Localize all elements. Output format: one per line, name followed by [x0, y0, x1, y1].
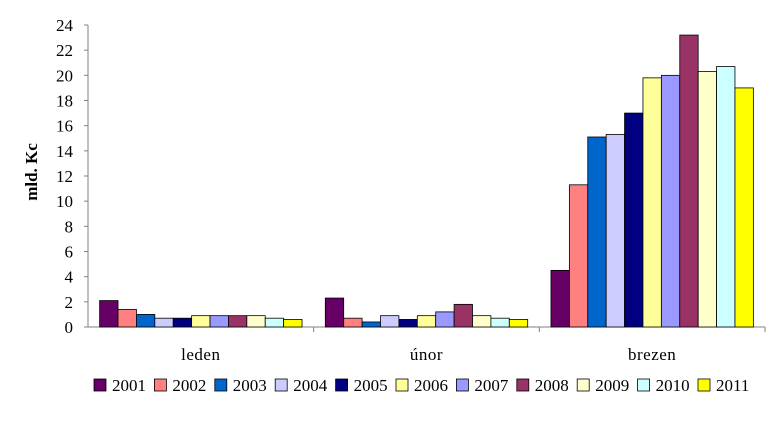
bar-2003-brezen [587, 136, 607, 328]
legend-swatch-2011 [697, 378, 711, 392]
bar-2002-brezen [568, 184, 589, 328]
bar-2009-únor [472, 315, 492, 328]
legend-label-2007: 2007 [474, 376, 509, 395]
bar-2011-leden [283, 319, 303, 328]
y-tick-label: 20 [56, 66, 73, 85]
y-tick-label: 22 [56, 41, 73, 60]
x-tick-label: leden [181, 345, 220, 364]
y-tick-label: 10 [56, 192, 73, 211]
bar-2003-únor [361, 321, 381, 328]
bar-2008-leden [228, 315, 248, 328]
y-tick-label: 16 [56, 117, 73, 136]
legend-label-2006: 2006 [414, 376, 448, 395]
legend-swatch-2009 [576, 378, 590, 392]
bar-2007-únor [435, 311, 455, 328]
legend-label-2008: 2008 [535, 376, 569, 395]
legend-label-2011: 2011 [716, 376, 749, 395]
legend-swatch-2006 [395, 378, 409, 392]
bar-2008-brezen [679, 34, 699, 328]
legend-swatch-2004 [274, 378, 288, 392]
legend-label-2010: 2010 [656, 376, 690, 395]
bar-2011-únor [508, 319, 529, 328]
legend-swatch-2008 [516, 378, 530, 392]
bar-2006-leden [191, 315, 211, 328]
y-tick-label: 2 [65, 293, 74, 312]
legend-label-2004: 2004 [293, 376, 328, 395]
bar-2006-brezen [642, 77, 662, 328]
y-tick-label: 18 [56, 92, 73, 111]
legend-swatch-2003 [214, 378, 228, 392]
legend-label-2001: 2001 [112, 376, 146, 395]
bar-2001-leden [99, 300, 119, 328]
bar-2009-brezen [697, 71, 717, 328]
y-tick-label: 0 [65, 318, 74, 337]
bar-2003-leden [136, 314, 156, 328]
bar-2010-únor [490, 317, 510, 328]
y-tick-label: 24 [56, 16, 74, 35]
bar-2001-brezen [550, 269, 570, 328]
bar-2010-leden [264, 317, 285, 328]
y-tick-label: 4 [65, 268, 74, 287]
bar-2005-brezen [624, 112, 644, 328]
bar-2002-únor [343, 317, 363, 328]
y-tick-label: 14 [56, 142, 74, 161]
bar-2011-brezen [734, 87, 754, 328]
legend-label-2003: 2003 [233, 376, 267, 395]
bar-2010-brezen [716, 66, 736, 328]
x-tick-label: únor [410, 345, 443, 364]
bar-2009-leden [246, 315, 266, 328]
bar-2007-leden [209, 315, 229, 328]
legend-label-2005: 2005 [354, 376, 388, 395]
bar-2004-brezen [605, 134, 625, 328]
x-tick-label: brezen [628, 345, 676, 364]
legend-swatch-2002 [153, 378, 167, 392]
legend-label-2009: 2009 [595, 376, 629, 395]
bar-2004-únor [380, 315, 400, 328]
legend-swatch-2001 [93, 378, 107, 392]
legend-swatch-2010 [637, 378, 650, 392]
bar-2001-únor [324, 297, 345, 328]
bar-2002-leden [117, 308, 137, 328]
bar-2007-brezen [660, 74, 681, 328]
y-tick-label: 8 [65, 217, 74, 236]
bar-2008-únor [453, 303, 473, 328]
y-tick-label: 12 [56, 167, 73, 186]
legend-swatch-2007 [455, 378, 469, 392]
bar-2005-leden [172, 317, 193, 328]
bar-2004-leden [154, 317, 174, 328]
legend-label-2002: 2002 [172, 376, 206, 395]
y-axis-label: mld. Kc [22, 143, 41, 201]
legend-swatch-2005 [335, 378, 349, 392]
bar-2005-únor [398, 319, 418, 328]
bar-2006-únor [416, 315, 437, 328]
y-tick-label: 6 [65, 243, 74, 262]
